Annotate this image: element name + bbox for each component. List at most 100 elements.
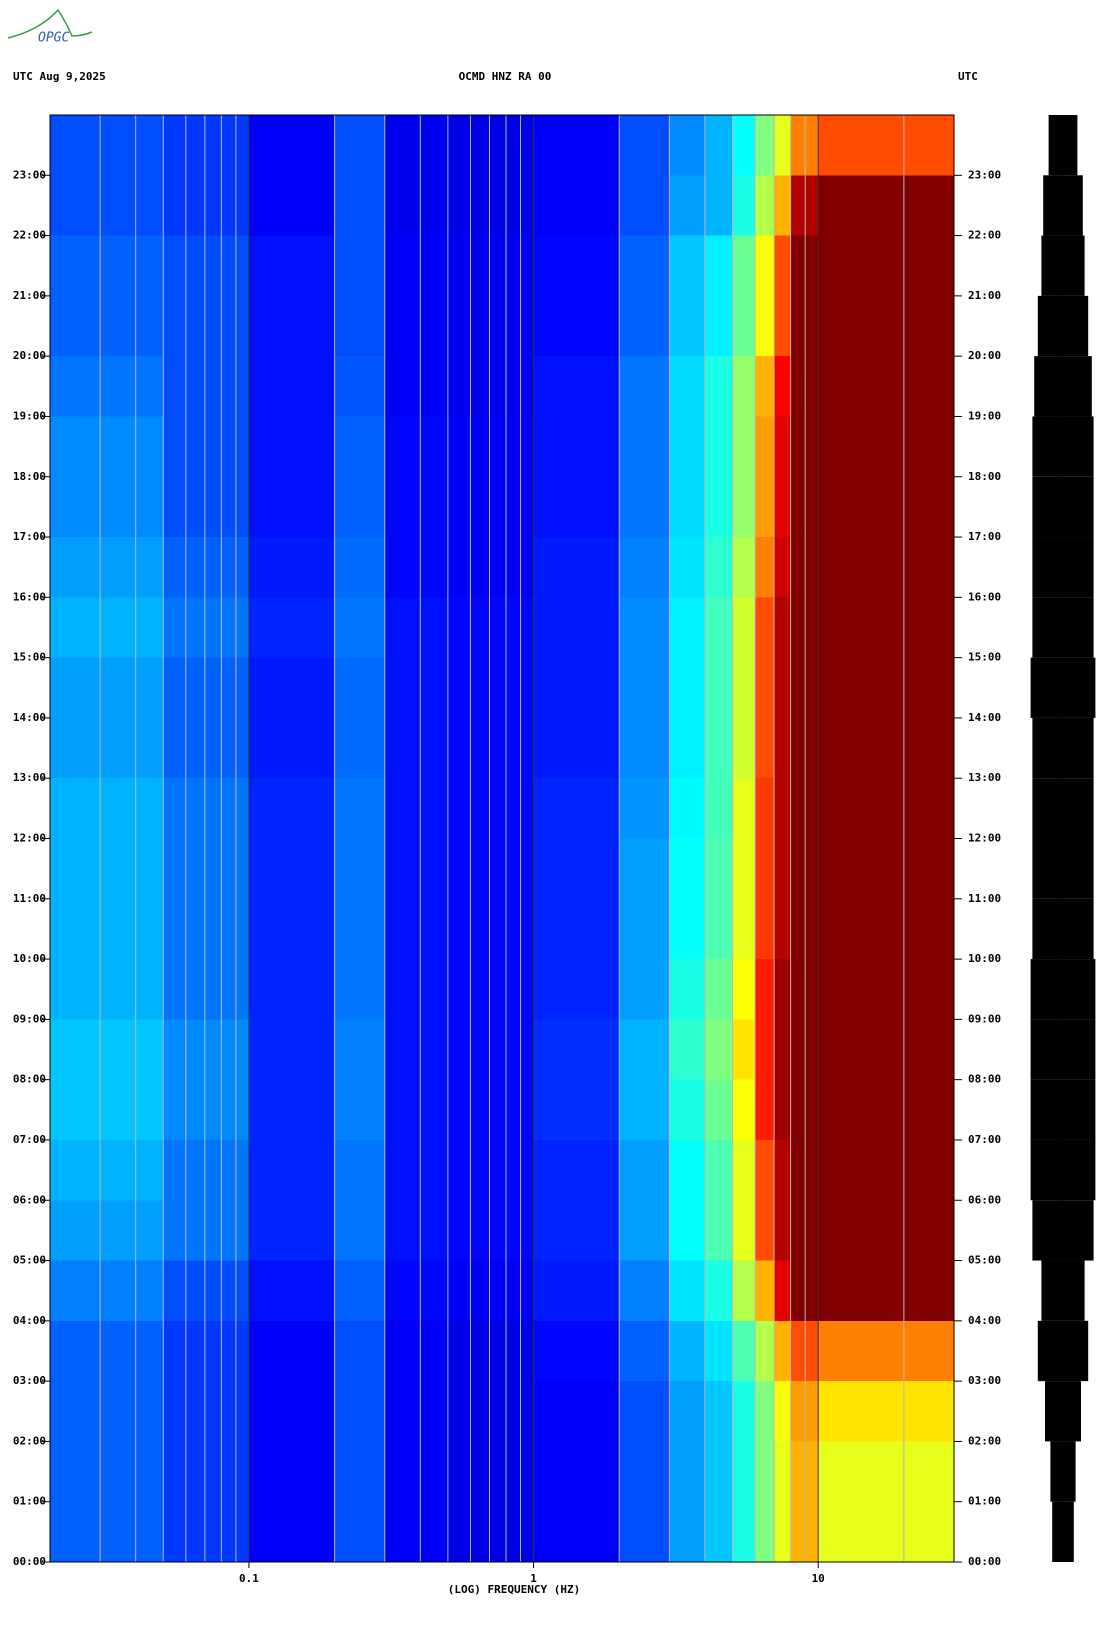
cell [704,1139,733,1201]
cell [447,1079,534,1140]
cell [447,356,534,417]
cell [248,235,335,296]
cell [248,898,335,960]
cell [790,778,819,839]
cell [704,537,733,598]
cell [790,1441,819,1502]
cell [774,537,791,598]
cell [163,1320,249,1382]
cell [248,1320,335,1382]
cell [248,1019,335,1080]
cell [818,235,954,296]
y-tick-label: 14:00 [968,711,1001,724]
cell [447,476,534,538]
cell [732,1200,756,1261]
cell [774,235,791,296]
cell [790,1260,819,1321]
cell [755,1501,775,1562]
cell [619,476,670,538]
x-tick-label: 0.1 [239,1572,259,1585]
cell [334,657,385,718]
cell [334,476,385,538]
cell [447,235,534,296]
cell [533,175,620,236]
cell [755,597,775,658]
cell [619,778,670,839]
cell [384,1019,448,1080]
y-tick-label: 20:00 [968,349,1001,362]
cell [50,1260,164,1321]
cell [334,1019,385,1080]
cell [669,537,705,598]
cell [774,115,791,176]
y-tick-label: 00:00 [968,1555,1001,1568]
cell [163,175,249,236]
cell [50,1139,164,1201]
cell [619,175,670,236]
cell [163,959,249,1020]
cell [774,356,791,417]
cell [669,115,705,176]
cell [384,476,448,538]
cell [732,235,756,296]
cell [818,657,954,718]
cell [533,537,620,598]
cell [50,838,164,899]
cell [163,898,249,960]
cell [163,1441,249,1502]
cell [755,1320,775,1382]
cell [334,597,385,658]
cell [669,356,705,417]
cell [248,1501,335,1562]
cell [334,898,385,960]
cell [163,476,249,538]
y-tick-label: 13:00 [968,771,1001,784]
cell [334,1079,385,1140]
cell [774,1079,791,1140]
cell [384,235,448,296]
cell [163,778,249,839]
cell [533,356,620,417]
cell [619,597,670,658]
cell [50,1501,164,1562]
cell [447,657,534,718]
cell [248,356,335,417]
cell [732,537,756,598]
y-tick-label: 03:00 [13,1374,46,1387]
cell [732,356,756,417]
cell [732,1441,756,1502]
cell [755,175,775,236]
y-tick-label: 04:00 [13,1314,46,1327]
cell [732,1260,756,1321]
cell [619,1320,670,1382]
logo: OPGC [38,31,69,46]
cell [818,898,954,960]
cell [732,1501,756,1562]
header-right: UTC [958,70,978,83]
cell [774,597,791,658]
cell [755,356,775,417]
cell [774,1260,791,1321]
y-tick-label: 22:00 [968,229,1001,242]
cell [619,717,670,779]
y-tick-label: 19:00 [13,409,46,422]
cell [774,778,791,839]
cell [384,898,448,960]
cell [334,1320,385,1382]
cell [50,597,164,658]
cell [533,476,620,538]
cell [533,1019,620,1080]
cell [669,1501,705,1562]
cell [755,416,775,477]
cell [248,717,335,779]
cell [447,898,534,960]
cell [533,1139,620,1201]
cell [163,235,249,296]
cell [334,1501,385,1562]
cell [669,295,705,357]
cell [774,476,791,538]
cell [704,657,733,718]
cell [619,1441,670,1502]
